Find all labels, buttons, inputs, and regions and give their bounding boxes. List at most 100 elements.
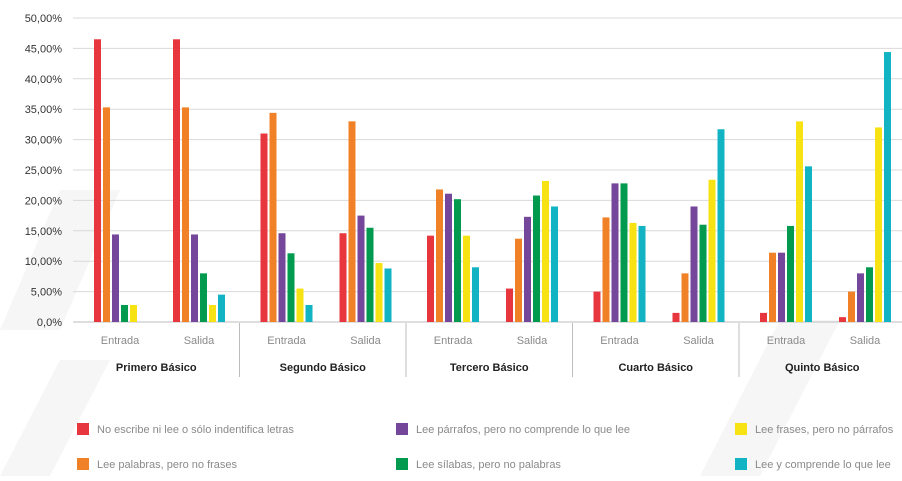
x-group-label: Tercero Básico bbox=[450, 362, 529, 374]
bar bbox=[427, 235, 434, 322]
y-tick-label: 10,00% bbox=[25, 256, 63, 268]
bar bbox=[515, 238, 522, 322]
bar bbox=[94, 39, 101, 322]
bar bbox=[209, 304, 216, 322]
y-tick-label: 35,00% bbox=[25, 104, 63, 116]
y-tick-label: 20,00% bbox=[25, 195, 63, 207]
x-subgroup-label: Entrada bbox=[767, 335, 806, 347]
bar bbox=[866, 267, 873, 322]
x-axis: Entrada Salida Primero Básico Entrada Salida… bbox=[101, 323, 881, 377]
bar bbox=[629, 222, 637, 322]
grid bbox=[73, 17, 902, 323]
x-subgroup-label: Entrada bbox=[434, 335, 473, 347]
x-subgroup-label: Salida bbox=[683, 335, 714, 347]
bar bbox=[769, 252, 776, 322]
bar bbox=[463, 235, 470, 322]
y-tick-label: 40,00% bbox=[25, 74, 63, 86]
bar bbox=[173, 39, 180, 322]
bar bbox=[681, 273, 689, 322]
bar bbox=[787, 225, 794, 322]
bar bbox=[366, 227, 374, 322]
bar bbox=[436, 189, 443, 322]
x-subgroup-label: Entrada bbox=[267, 335, 306, 347]
legend-swatch bbox=[77, 423, 89, 435]
bar bbox=[357, 215, 365, 322]
bar bbox=[296, 288, 304, 322]
y-tick-label: 25,00% bbox=[25, 165, 63, 177]
x-group-label: Quinto Básico bbox=[785, 362, 860, 374]
bar bbox=[602, 217, 610, 322]
bar bbox=[200, 273, 207, 322]
bar bbox=[506, 288, 513, 322]
background-decoration bbox=[0, 190, 840, 476]
bar bbox=[839, 317, 846, 322]
x-subgroup-label: Salida bbox=[350, 335, 381, 347]
legend-label: Lee palabras, pero no frases bbox=[97, 459, 238, 471]
bar bbox=[454, 199, 461, 322]
bar bbox=[672, 312, 680, 322]
bars bbox=[94, 39, 891, 323]
bar bbox=[857, 273, 864, 322]
bar bbox=[699, 224, 707, 322]
bar bbox=[717, 129, 725, 322]
bar bbox=[112, 234, 119, 322]
bar bbox=[524, 216, 531, 322]
legend-swatch bbox=[735, 458, 747, 470]
legend-swatch bbox=[77, 458, 89, 470]
x-subgroup-label: Entrada bbox=[600, 335, 639, 347]
bar bbox=[533, 195, 540, 322]
bar bbox=[191, 234, 198, 322]
x-subgroup-label: Salida bbox=[184, 335, 215, 347]
y-tick-label: 50,00% bbox=[25, 13, 63, 25]
legend-swatch bbox=[396, 423, 408, 435]
legend: No escribe ni lee o sólo indentifica let… bbox=[77, 423, 894, 471]
bar bbox=[708, 179, 716, 322]
bar bbox=[884, 52, 891, 322]
bar bbox=[796, 121, 803, 322]
x-group-label: Segundo Básico bbox=[280, 362, 366, 374]
x-subgroup-label: Entrada bbox=[101, 335, 140, 347]
x-group-label: Cuarto Básico bbox=[618, 362, 693, 374]
bar bbox=[103, 107, 110, 322]
x-group-label: Primero Básico bbox=[116, 362, 197, 374]
bar bbox=[278, 233, 286, 322]
y-tick-label: 30,00% bbox=[25, 135, 63, 147]
bar bbox=[182, 107, 189, 322]
bar bbox=[287, 253, 295, 322]
legend-label: No escribe ni lee o sólo indentifica let… bbox=[97, 424, 294, 436]
y-tick-label: 0,0% bbox=[37, 317, 62, 329]
bar bbox=[778, 252, 785, 322]
y-axis: 0,0% 5,00% 10,00% 15,00% 20,00% 25,00% 30,00% 3… bbox=[25, 13, 63, 329]
bar bbox=[348, 121, 356, 322]
bar bbox=[218, 294, 225, 322]
bar bbox=[375, 263, 383, 322]
bar bbox=[472, 267, 479, 322]
bar bbox=[593, 291, 601, 322]
bar bbox=[260, 133, 268, 322]
y-tick-label: 15,00% bbox=[25, 226, 63, 238]
bar bbox=[384, 268, 392, 322]
bar bbox=[551, 206, 558, 322]
bar bbox=[805, 166, 812, 322]
legend-label: Lee sílabas, pero no palabras bbox=[416, 459, 561, 471]
legend-label: Lee párrafos, pero no comprende lo que l… bbox=[416, 424, 630, 436]
y-tick-label: 45,00% bbox=[25, 43, 63, 55]
x-subgroup-label: Salida bbox=[517, 335, 548, 347]
y-tick-label: 5,00% bbox=[31, 287, 62, 299]
bar bbox=[130, 304, 137, 322]
bar bbox=[121, 304, 128, 322]
bar bbox=[445, 193, 452, 322]
bar bbox=[690, 206, 698, 322]
bar bbox=[542, 180, 549, 322]
bar bbox=[638, 225, 646, 322]
legend-label: Lee y comprende lo que lee bbox=[755, 459, 891, 471]
bar bbox=[848, 291, 855, 322]
bar bbox=[620, 183, 628, 322]
bar bbox=[611, 183, 619, 322]
legend-swatch bbox=[396, 458, 408, 470]
bar bbox=[269, 112, 277, 323]
legend-swatch bbox=[735, 423, 747, 435]
bar bbox=[339, 233, 347, 322]
